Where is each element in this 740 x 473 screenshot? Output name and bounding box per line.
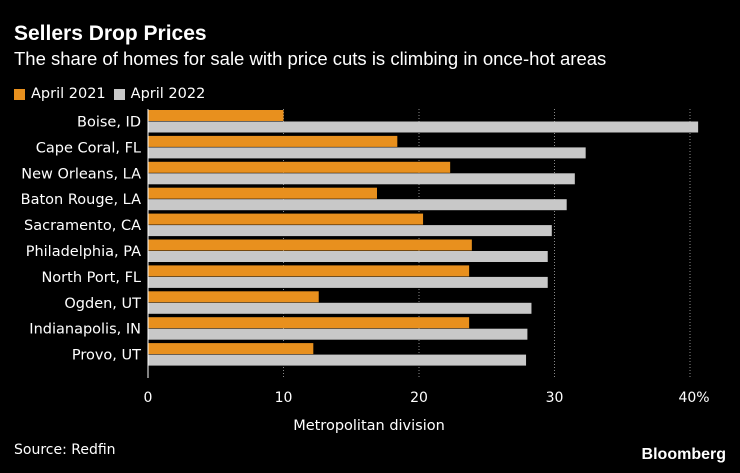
x-tick-label: 10	[275, 390, 293, 406]
x-tick-label: 40%	[678, 390, 709, 406]
category-label: Cape Coral, FL	[36, 140, 141, 156]
legend-label-2022: April 2022	[130, 86, 206, 102]
bar-2022-6	[148, 276, 548, 288]
bar-2021-9	[148, 343, 314, 355]
bar-2022-2	[148, 173, 575, 185]
category-label: Boise, ID	[77, 115, 141, 131]
bloomberg-logo: Bloomberg	[641, 446, 726, 463]
bar-2022-8	[148, 328, 528, 340]
category-label: Baton Rouge, LA	[21, 192, 141, 208]
bar-2022-9	[148, 354, 527, 366]
bar-2021-4	[148, 213, 424, 225]
source-note: Source: Redfin	[14, 442, 116, 458]
bar-2022-3	[148, 199, 567, 211]
bar-2022-5	[148, 251, 548, 262]
bar-2021-3	[148, 187, 377, 199]
legend-label-2021: April 2021	[31, 86, 106, 102]
bar-2021-0	[148, 110, 284, 121]
x-tick-label: 0	[144, 390, 153, 406]
bar-2021-1	[148, 135, 398, 147]
bar-2022-4	[148, 225, 552, 237]
x-tick-label: 20	[410, 390, 428, 406]
legend-swatch-2021	[14, 88, 25, 100]
bar-2021-5	[148, 239, 472, 251]
category-label: Indianapolis, IN	[29, 322, 141, 338]
bar-2022-7	[148, 302, 532, 314]
category-label: Sacramento, CA	[24, 218, 141, 234]
legend: April 2021 April 2022	[14, 86, 205, 102]
legend-swatch-2022	[113, 88, 125, 100]
x-axis-title: Metropolitan division	[293, 418, 445, 434]
category-label: Philadelphia, PA	[26, 244, 141, 260]
category-label: New Orleans, LA	[21, 166, 141, 182]
bar-2021-7	[148, 291, 319, 303]
chart-title: Sellers Drop Prices	[14, 22, 207, 45]
category-label: North Port, FL	[41, 270, 141, 286]
legend-item-2022: April 2022	[113, 86, 206, 102]
bar-2021-2	[148, 161, 451, 173]
bar-2022-0	[148, 121, 699, 133]
legend-item-2021: April 2021	[14, 86, 106, 102]
bar-2021-8	[148, 317, 470, 329]
category-label: Provo, UT	[72, 348, 141, 364]
x-tick-label: 30	[546, 390, 564, 406]
bar-2021-6	[148, 265, 470, 277]
bar-2022-1	[148, 147, 586, 159]
category-label: Ogden, UT	[64, 296, 141, 312]
chart-subtitle: The share of homes for sale with price c…	[14, 48, 607, 69]
